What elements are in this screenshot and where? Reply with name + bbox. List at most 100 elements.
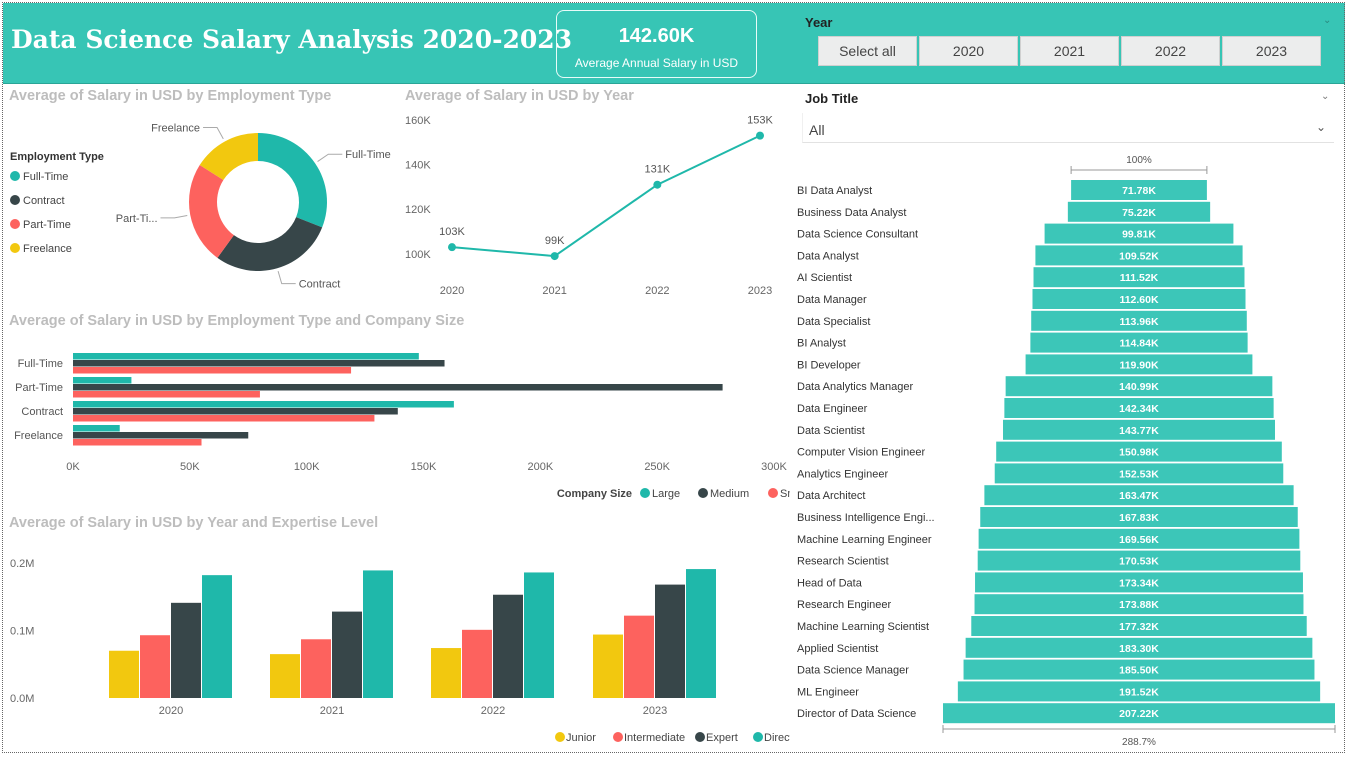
funnel-bar — [1071, 180, 1207, 200]
funnel-bar — [963, 659, 1315, 680]
funnel-value-label: 177.32K — [1119, 621, 1159, 633]
vbar-ytick-label: 0.1M — [10, 626, 34, 638]
hbar-bar — [73, 360, 445, 367]
funnel-bar — [1005, 376, 1273, 397]
donut-leader-line — [203, 127, 224, 140]
vbar-bar — [270, 654, 300, 698]
vbar-bar — [202, 575, 232, 698]
funnel-category-label: Head of Data — [797, 577, 863, 589]
hbar-bar — [73, 425, 120, 432]
funnel-bar — [996, 441, 1282, 462]
hbar-bar — [73, 401, 454, 408]
vbar-title: Average of Salary in USD by Year and Exp… — [9, 515, 379, 531]
vbar-bar — [109, 650, 139, 698]
funnel-category-label: Machine Learning Scientist — [797, 621, 929, 633]
line-ytick-label: 120K — [405, 204, 431, 216]
donut-slice-label: Full-Time — [345, 149, 390, 161]
donut-legend-marker — [10, 171, 20, 181]
funnel-value-label: 142.34K — [1119, 403, 1159, 415]
donut-legend-marker — [10, 219, 20, 229]
chevron-down-icon[interactable]: ⌄ — [1321, 91, 1330, 102]
line-data-label: 99K — [545, 235, 565, 247]
hbar-category-label: Part-Time — [15, 382, 63, 394]
line-xtick-label: 2023 — [748, 285, 772, 297]
vbar-xtick-label: 2021 — [320, 705, 344, 717]
hbar-xtick-label: 0K — [66, 461, 80, 473]
funnel-category-label: Data Science Manager — [797, 665, 909, 677]
vbar-bar — [493, 594, 523, 698]
funnel-bar — [1003, 419, 1275, 440]
funnel-bar — [1044, 223, 1234, 244]
hbar-xtick-label: 50K — [180, 461, 200, 473]
hbar-xtick-label: 200K — [527, 461, 553, 473]
funnel-category-label: Machine Learning Engineer — [797, 534, 932, 546]
funnel-category-label: Research Scientist — [797, 556, 889, 568]
hbar-legend-label: Small — [780, 488, 790, 500]
line-xtick-label: 2020 — [440, 285, 464, 297]
vbar-ytick-label: 0.2M — [10, 558, 34, 570]
funnel-category-label: Data Science Consultant — [797, 229, 918, 241]
vbar-legend-marker — [555, 732, 565, 742]
hbar-xtick-label: 150K — [411, 461, 437, 473]
funnel-value-label: 191.52K — [1119, 686, 1159, 698]
funnel-value-label: 185.50K — [1119, 665, 1159, 677]
year-option-2020[interactable]: 2020 — [919, 36, 1018, 66]
year-option-2021[interactable]: 2021 — [1020, 36, 1119, 66]
funnel-value-label: 113.96K — [1119, 316, 1159, 328]
job-title-dropdown[interactable]: All ⌄ — [802, 113, 1334, 143]
hbar-chart: Full-Time Part-Time Contract Freelance 0K 50K… — [14, 353, 790, 500]
job-slicer-title: Job Title — [805, 91, 859, 106]
vbar-bar — [431, 648, 461, 698]
funnel-bar — [1033, 267, 1245, 288]
year-slicer: Select all 2020 2021 2022 2023 — [818, 36, 1321, 66]
funnel-value-label: 173.34K — [1119, 577, 1159, 589]
funnel-value-label: 112.60K — [1119, 294, 1159, 306]
chevron-down-icon[interactable]: ⌄ — [1323, 15, 1332, 26]
hbar-bar — [73, 391, 260, 398]
funnel-value-label: 173.88K — [1119, 599, 1159, 611]
vbar-legend-label: Director — [764, 732, 790, 744]
funnel-bar — [1030, 332, 1248, 353]
vbar-bar — [686, 569, 716, 698]
hbar-xtick-label: 300K — [761, 461, 787, 473]
funnel-category-label: Data Manager — [797, 294, 867, 306]
year-option-2023[interactable]: 2023 — [1222, 36, 1321, 66]
hbar-bar — [73, 367, 352, 374]
funnel-bar — [975, 572, 1303, 593]
hbar-category-label: Freelance — [14, 430, 63, 442]
funnel-category-label: Director of Data Science — [797, 708, 916, 720]
funnel-category-label: Research Engineer — [797, 599, 892, 611]
vbar-bar — [301, 639, 331, 698]
funnel-bar — [943, 703, 1335, 724]
funnel-value-label: 150.98K — [1119, 447, 1159, 459]
year-option-select-all[interactable]: Select all — [818, 36, 917, 66]
line-point — [448, 243, 456, 252]
funnel-bar — [974, 594, 1304, 615]
funnel-bar — [965, 637, 1313, 658]
funnel-bar — [994, 463, 1284, 484]
page-title: Data Science Salary Analysis 2020-2023 — [11, 25, 573, 54]
kpi-value: 142.60K — [618, 25, 695, 47]
donut-legend-label: Freelance — [23, 243, 72, 255]
funnel-bar — [980, 507, 1298, 527]
hbar-xtick-label: 100K — [294, 461, 320, 473]
line-data-label: 153K — [747, 115, 773, 127]
vbar-legend-label: Expert — [706, 732, 738, 744]
vbar-legend-label: Intermediate — [624, 732, 685, 744]
funnel-value-label: 183.30K — [1119, 643, 1159, 655]
funnel-value-label: 75.22K — [1122, 207, 1156, 219]
funnel-value-label: 71.78K — [1122, 185, 1156, 197]
hbar-category-label: Full-Time — [18, 358, 63, 370]
line-data-label: 131K — [644, 164, 670, 176]
vbar-bar — [171, 602, 201, 698]
funnel-category-label: ML Engineer — [797, 686, 859, 698]
funnel-category-label: Data Scientist — [797, 425, 865, 437]
donut-slice-label: Contract — [299, 279, 341, 291]
year-option-2022[interactable]: 2022 — [1121, 36, 1220, 66]
funnel-bar — [1032, 289, 1246, 309]
vbar-legend-marker — [695, 732, 705, 742]
funnel-bar — [1031, 310, 1247, 331]
vbar-legend-marker — [753, 732, 763, 742]
funnel-bar — [1067, 201, 1211, 222]
line-series — [451, 134, 761, 258]
